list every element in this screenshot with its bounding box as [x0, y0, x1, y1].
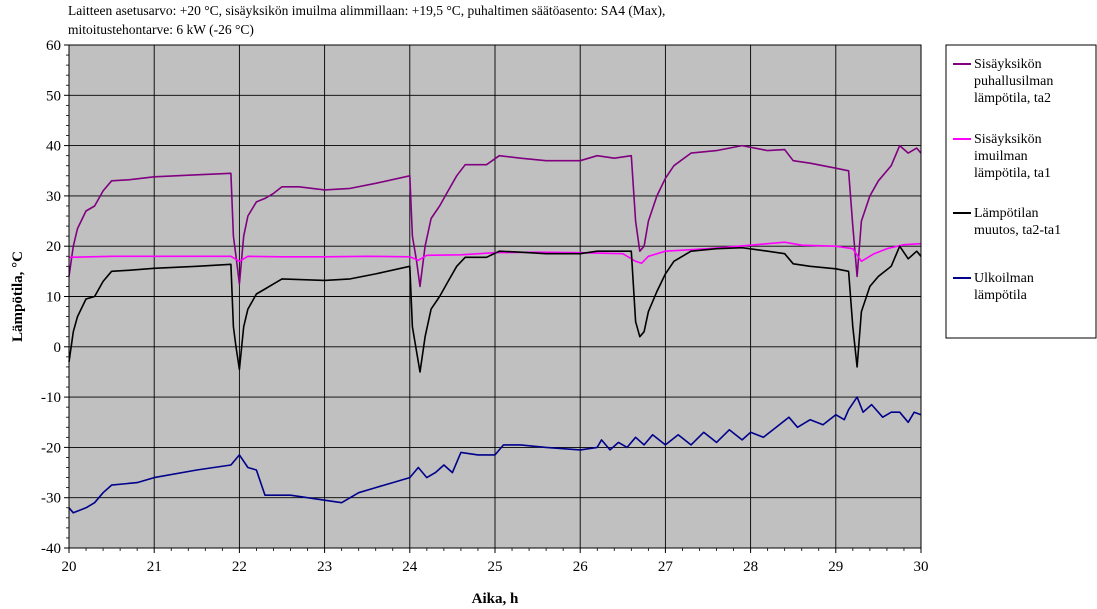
x-axis-ticks: 20 21 22 23 24 25 26 27 28 29 30 — [62, 548, 929, 575]
x-tick-label: 29 — [828, 559, 843, 575]
x-tick-label: 22 — [232, 559, 247, 575]
x-tick-label: 28 — [743, 559, 758, 575]
legend-label-4: lämpötila — [974, 288, 1028, 303]
legend-label-2: lämpötila, ta1 — [974, 166, 1051, 181]
series-line-4 — [68, 396, 922, 514]
x-tick-label: 24 — [402, 559, 418, 575]
y-tick-label: -40 — [41, 541, 61, 557]
series-line-2 — [68, 241, 922, 265]
series-line-1 — [68, 144, 922, 288]
legend-label-3: muutos, ta2-ta1 — [974, 223, 1061, 238]
y-tick-label: 10 — [46, 290, 61, 306]
series-line-3 — [68, 245, 922, 373]
x-axis-title: Aika, h — [472, 591, 519, 607]
legend-label-3: Lämpötilan — [974, 206, 1039, 221]
legend-box — [945, 44, 1097, 339]
y-tick-label: 40 — [46, 139, 61, 155]
y-tick-label: -10 — [41, 390, 61, 406]
legend-label-1: lämpötila, ta2 — [974, 91, 1051, 106]
legend-label-2: Sisäyksikön — [974, 132, 1042, 147]
y-tick-label: -20 — [41, 440, 61, 456]
legend-label-1: Sisäyksikön — [974, 57, 1042, 72]
y-axis-title: Lämpötila, °C — [10, 251, 26, 342]
x-tick-label: 23 — [317, 559, 332, 575]
legend-label-2: imuilman — [974, 149, 1028, 164]
chart-title-line-1: Laitteen asetusarvo: +20 °C, sisäyksikön… — [68, 3, 666, 18]
y-tick-label: -30 — [41, 491, 61, 507]
y-axis-ticks: -40 -30 -20 -10 0 10 20 30 40 50 60 — [41, 38, 69, 557]
x-tick-label: 27 — [658, 559, 674, 575]
y-tick-label: 30 — [46, 189, 61, 205]
legend: Sisäyksikön puhallusilman lämpötila, ta2 Si… — [945, 44, 1097, 339]
series-lines — [68, 144, 922, 514]
x-tick-label: 26 — [573, 559, 589, 575]
y-tick-label: 50 — [46, 88, 61, 104]
chart-title-line-2: mitoitustehontarve: 6 kW (-26 °C) — [68, 22, 254, 37]
x-tick-label: 21 — [147, 559, 162, 575]
y-tick-label: 60 — [46, 38, 61, 54]
y-tick-label: 20 — [46, 239, 61, 255]
legend-label-4: Ulkoilman — [974, 271, 1034, 286]
y-tick-label: 0 — [54, 340, 62, 356]
legend-label-1: puhallusilman — [974, 74, 1053, 89]
x-tick-label: 20 — [62, 559, 77, 575]
x-tick-label: 25 — [488, 559, 503, 575]
x-tick-label: 30 — [914, 559, 929, 575]
